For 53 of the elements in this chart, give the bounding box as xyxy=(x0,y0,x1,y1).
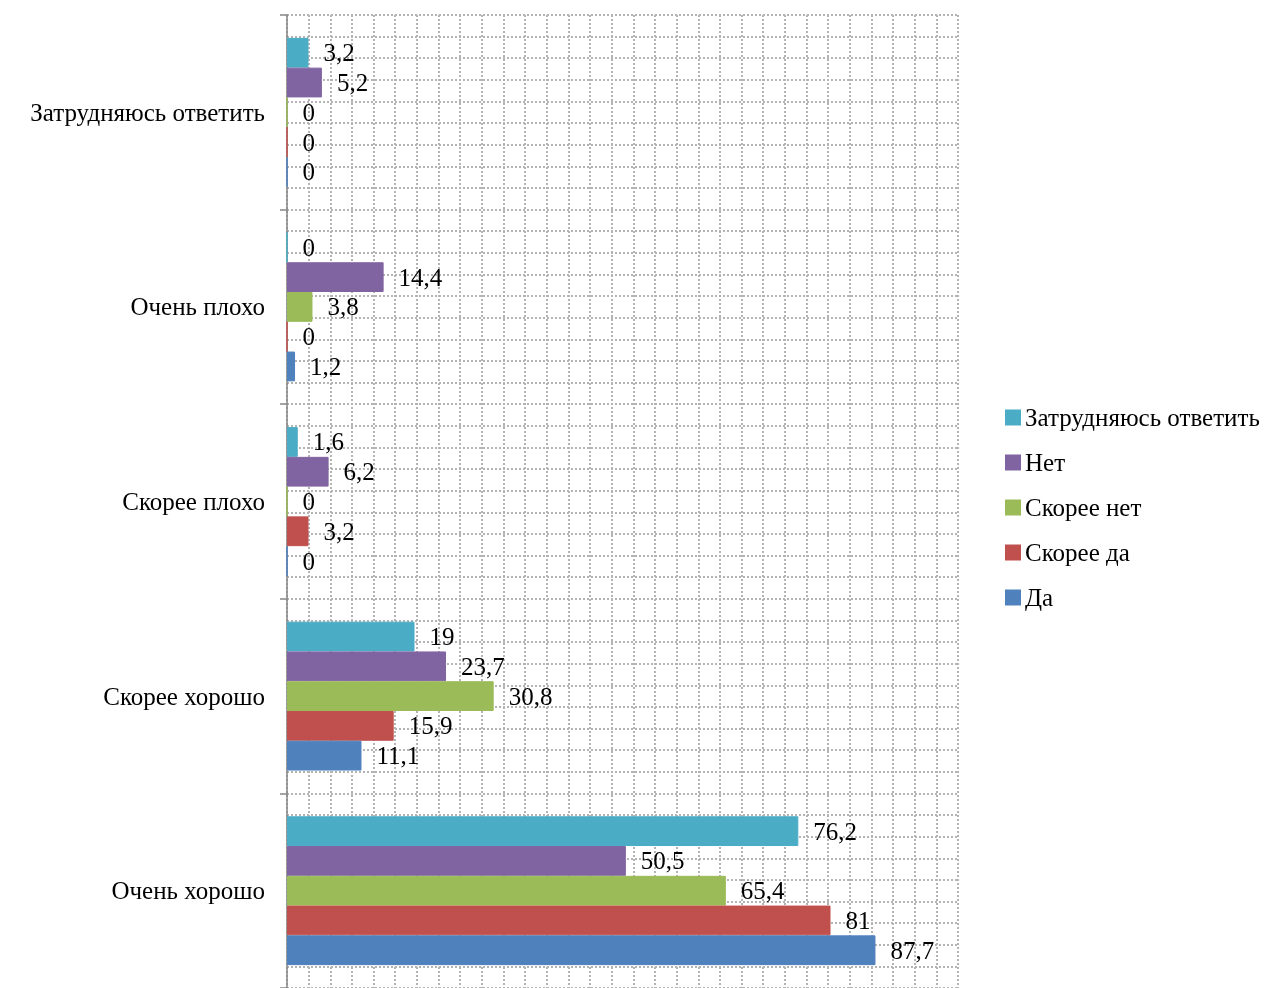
data-label: 0 xyxy=(302,233,315,261)
data-label: 0 xyxy=(302,128,315,156)
bar xyxy=(287,456,329,487)
bar xyxy=(287,935,876,966)
data-label: 0 xyxy=(302,98,315,126)
data-label: 11,1 xyxy=(376,742,420,770)
data-label: 0 xyxy=(302,547,315,575)
data-label: 65,4 xyxy=(740,877,786,905)
bar xyxy=(287,516,309,547)
bar xyxy=(287,710,394,741)
bar xyxy=(287,262,384,293)
data-label: 0 xyxy=(302,323,315,351)
data-label: 15,9 xyxy=(408,712,453,740)
y-tick-label: Очень хорошо xyxy=(111,877,265,905)
data-label: 6,2 xyxy=(343,458,375,486)
legend-label: Нет xyxy=(1025,449,1066,476)
bar xyxy=(287,740,362,771)
data-label: 3,8 xyxy=(327,293,359,321)
y-tick-label: Затрудняюсь ответить xyxy=(30,98,265,126)
data-label: 0 xyxy=(302,158,315,186)
data-label: 5,2 xyxy=(336,69,369,97)
legend-label: Да xyxy=(1025,584,1054,611)
data-label: 0 xyxy=(302,488,315,515)
legend-label: Скорее нет xyxy=(1025,494,1142,521)
legend-label: Затрудняюсь ответить xyxy=(1025,404,1260,431)
data-label: 14,4 xyxy=(398,263,443,291)
data-label: 87,7 xyxy=(890,936,935,964)
legend-label: Скорее да xyxy=(1025,539,1130,566)
data-label: 1,6 xyxy=(312,428,344,456)
bar xyxy=(287,905,831,936)
data-label: 1,2 xyxy=(310,352,342,380)
data-label: 76,2 xyxy=(813,817,858,845)
bar xyxy=(287,875,726,906)
y-tick-label: Скорее плохо xyxy=(122,488,265,515)
data-label: 30,8 xyxy=(508,682,553,710)
y-tick-label: Скорее хорошо xyxy=(103,682,265,710)
bar xyxy=(287,427,298,457)
data-label: 81 xyxy=(845,906,871,934)
data-label: 23,7 xyxy=(461,652,505,680)
bar xyxy=(287,816,799,847)
bar xyxy=(287,681,494,711)
data-label: 50,5 xyxy=(640,847,685,875)
bar xyxy=(287,67,322,98)
bar xyxy=(287,846,626,876)
bar xyxy=(287,621,415,652)
data-label: 3,2 xyxy=(323,39,355,67)
data-label: 3,2 xyxy=(323,517,355,545)
bar xyxy=(287,651,447,682)
bar xyxy=(287,37,309,68)
y-tick-label: Очень плохо xyxy=(130,293,265,321)
bar xyxy=(287,292,313,322)
bar xyxy=(287,351,296,382)
data-label: 19 xyxy=(429,623,455,651)
